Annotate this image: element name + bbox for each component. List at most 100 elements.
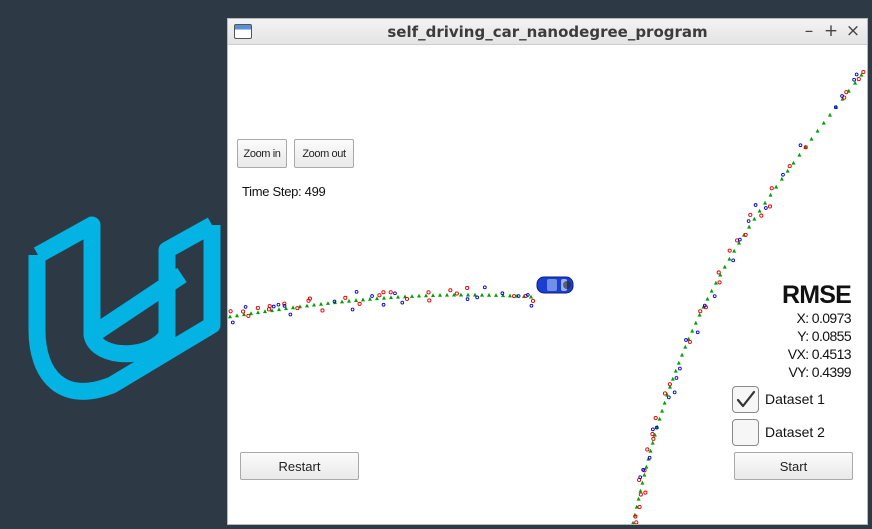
window-title: self_driving_car_nanodegree_program [387,23,708,41]
estimate-marker [650,440,655,445]
estimate-marker [438,293,442,297]
estimate-marker [424,293,428,298]
radar-marker [753,203,758,207]
estimate-marker [631,520,635,524]
radar-marker [332,299,337,304]
estimate-marker [785,168,790,173]
radar-marker [641,468,646,472]
estimate-marker [640,480,645,485]
estimate-marker [389,295,393,300]
radar-marker [393,291,397,296]
radar-marker [529,303,534,308]
estimate-marker [480,292,484,297]
estimate-marker [382,295,386,300]
lidar-marker [448,288,453,293]
trajectory-plot [228,69,866,524]
car-icon [536,276,574,294]
estimate-marker [305,303,309,308]
close-icon[interactable]: × [845,21,861,41]
udacity-logo-icon [28,216,221,400]
radar-marker [276,302,281,307]
lidar-marker [645,447,650,452]
estimate-marker [853,80,858,85]
zoom-in-button[interactable]: Zoom in [237,139,287,168]
estimate-marker [660,408,665,413]
lidar-marker [266,307,271,312]
radar-marker [482,285,487,290]
estimate-marker [242,312,246,317]
estimate-marker [235,313,239,318]
estimate-marker [705,296,710,301]
radar-marker [282,303,287,308]
lidar-marker [228,309,233,314]
estimate-marker [722,264,727,269]
radar-marker [500,291,505,296]
lidar-marker [241,309,246,314]
dataset-2-checkbox[interactable] [732,419,759,446]
maximize-icon[interactable]: + [823,21,839,41]
estimate-marker [263,309,267,314]
lidar-marker [803,145,808,150]
lidar-marker [357,301,362,306]
estimate-marker [827,112,832,117]
lidar-marker [759,213,764,218]
radar-marker [475,295,480,300]
lidar-marker [637,504,642,510]
start-button[interactable]: Start [734,452,853,480]
radar-marker [672,390,677,395]
dataset-1-label: Dataset 1 [765,391,825,407]
estimate-marker [713,280,718,285]
time-step-label: Time Step: 499 [242,184,326,199]
lidar-marker [427,298,432,303]
lidar-marker [633,514,638,519]
estimate-marker [256,310,260,315]
lidar-marker [381,290,386,295]
radar-marker [684,338,688,342]
estimate-marker [763,200,768,205]
estimate-marker [270,308,274,313]
estimate-marker [727,256,732,261]
estimate-marker [774,184,779,189]
estimate-marker [679,352,684,357]
radar-marker [516,294,521,298]
simulation-canvas[interactable]: Zoom in Zoom out Time Step: 499 RMSE X: … [228,45,867,524]
estimate-marker [644,464,649,469]
rmse-title: RMSE [781,281,852,309]
dataset-2-label: Dataset 2 [765,424,825,440]
restart-button[interactable]: Restart [240,452,359,480]
radar-marker [288,312,293,317]
lidar-marker [634,520,639,524]
dataset-1-checkbox[interactable] [732,386,759,413]
lidar-marker [255,305,260,310]
estimate-marker [228,314,232,319]
window-titlebar[interactable]: self_driving_car_nanodegree_program – + … [228,19,867,45]
lidar-marker [267,304,272,309]
radar-marker [243,305,248,309]
lidar-marker [653,415,658,421]
estimate-marker [487,292,491,297]
lidar-marker [426,290,431,295]
radar-marker [798,143,803,148]
estimate-marker [529,294,533,299]
radar-marker [370,294,374,298]
estimate-marker [683,344,688,349]
estimate-marker [326,301,330,305]
radar-marker [840,94,844,98]
lidar-marker [638,492,643,497]
zoom-out-button[interactable]: Zoom out [294,139,354,168]
estimate-marker [693,320,698,325]
measurement-markers [228,69,866,524]
lidar-marker [246,313,251,318]
estimate-marker [354,298,358,302]
minimize-icon[interactable]: – [804,21,814,41]
radar-marker [781,172,785,177]
estimate-marker [690,328,695,333]
radar-marker [526,293,530,297]
estimate-marker [466,292,470,297]
estimate-marker [501,293,505,298]
estimate-marker [291,305,295,310]
lidar-marker [295,306,300,311]
estimate-marker [791,160,796,165]
lidar-marker [727,248,732,253]
